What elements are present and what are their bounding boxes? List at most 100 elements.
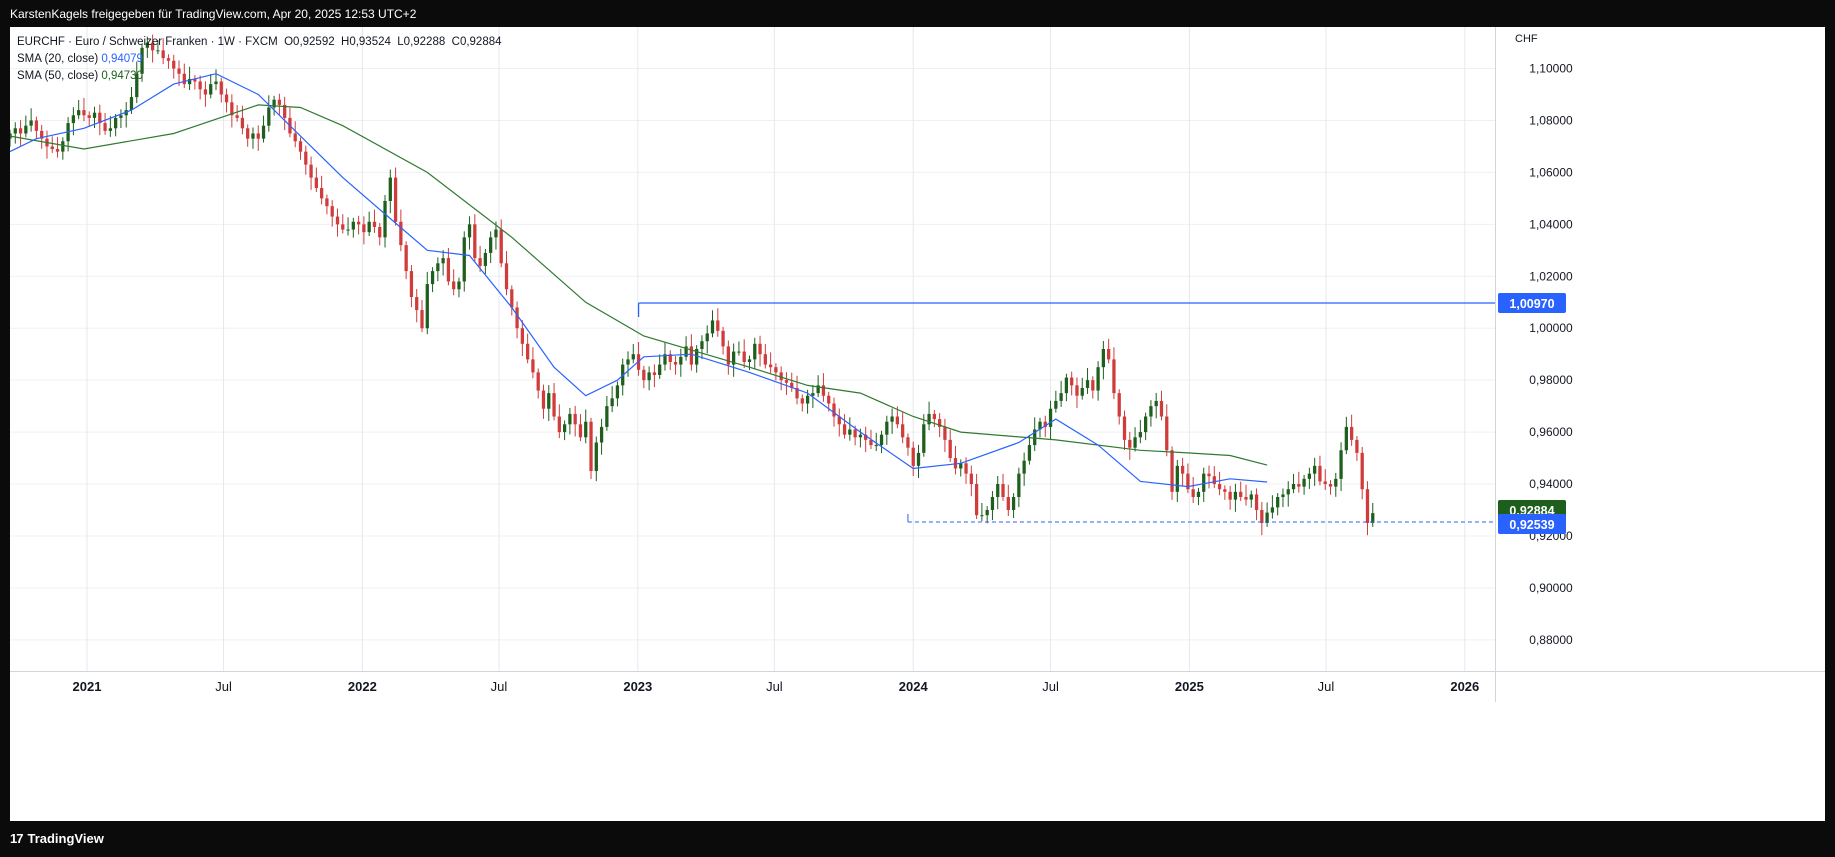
y-tick-label: 0,94000 [1529, 477, 1573, 491]
candle-body [161, 50, 165, 59]
candle-body [214, 81, 218, 85]
candle-body [689, 346, 694, 365]
candle-body [790, 382, 794, 388]
candle-body [531, 359, 535, 373]
candle-body [726, 346, 730, 365]
candle-body [996, 484, 1000, 498]
candle-body [13, 128, 17, 134]
candle-body [599, 426, 604, 443]
candle-body [853, 429, 857, 438]
candle-body [737, 351, 741, 353]
candle-body [1054, 400, 1058, 409]
candle-body [879, 434, 884, 446]
candle-body [1048, 408, 1053, 427]
candle-body [510, 289, 514, 308]
candle-body [1355, 439, 1359, 453]
chart-panel[interactable]: 1,10000 1,08000 1,06000 1,04000 1,02000 1,000… [10, 27, 1825, 821]
candle-body [441, 258, 445, 264]
candle-body [309, 164, 313, 178]
candle-body [1339, 450, 1343, 479]
ohlc-low: L0,92288 [397, 36, 446, 48]
footer-bar: 17 TradingView [0, 820, 1835, 857]
candle-body [246, 128, 250, 139]
candle-body [1270, 507, 1275, 513]
candle-body [325, 198, 329, 207]
candle-body [1244, 497, 1248, 500]
candle-body [1191, 489, 1195, 498]
candle-body [980, 515, 984, 517]
candle-body [1371, 513, 1375, 523]
candle-body [731, 351, 736, 365]
candle-body [1128, 439, 1132, 448]
candle-body [816, 385, 820, 394]
candle-body [372, 221, 377, 227]
candle-body [515, 307, 519, 329]
sma50-value: 0,94730 [101, 70, 143, 82]
candle-body [562, 424, 567, 433]
candle-body [1249, 494, 1253, 500]
candle-body [430, 271, 435, 285]
candle-body [119, 115, 123, 118]
candle-body [378, 226, 382, 238]
sma50-line [10, 104, 1268, 466]
candle-body [768, 364, 773, 368]
candle-body [1286, 489, 1290, 495]
candle-body [573, 413, 577, 425]
candle-body [1075, 385, 1079, 396]
candle-body [916, 452, 921, 466]
candle-body [1070, 377, 1074, 386]
candle-body [1001, 484, 1005, 498]
candle-body [1138, 432, 1142, 438]
x-tick-label: Jul [1042, 679, 1059, 694]
candle-body [341, 224, 345, 230]
candle-body [779, 372, 783, 381]
candle-body [911, 447, 915, 466]
candle-body [1107, 349, 1111, 360]
candle-body [367, 221, 371, 233]
candle-body [103, 123, 107, 131]
candle-body [1085, 380, 1090, 388]
candle-body [895, 416, 900, 425]
candle-body [1112, 359, 1116, 394]
candle-body [235, 115, 239, 118]
candle-body [1202, 473, 1206, 492]
candle-body [1223, 489, 1227, 492]
candle-body [399, 221, 403, 246]
candle-body [594, 442, 598, 472]
candle-body [1170, 450, 1174, 492]
candle-body [906, 437, 910, 448]
candle-body [626, 359, 630, 365]
candle-body [1265, 512, 1269, 523]
currency-label: CHF [1515, 33, 1538, 45]
candle-body [1307, 473, 1312, 479]
candle-body [974, 484, 979, 516]
candle-body [1180, 465, 1185, 474]
candle-body [864, 434, 868, 440]
candle-body [1117, 393, 1121, 417]
tradingview-logo-icon: 17 [10, 831, 24, 846]
candle-body [1186, 473, 1190, 490]
y-tick-label: 0,88000 [1529, 633, 1573, 647]
candle-body [631, 354, 635, 360]
candle-body [71, 115, 76, 124]
candle-body [874, 445, 878, 447]
tradingview-logo[interactable]: 17 TradingView [10, 831, 104, 846]
candle-body [753, 343, 757, 360]
candle-body [18, 128, 23, 134]
candle-body [964, 463, 968, 474]
x-tick-label: 2026 [1450, 679, 1479, 694]
sma20-legend-row[interactable]: SMA (20, close) 0,94079 [17, 51, 502, 68]
price-chart[interactable]: 1,10000 1,08000 1,06000 1,04000 1,02000 1,000… [10, 27, 1825, 821]
candle-body [1159, 400, 1164, 417]
sma50-legend-row[interactable]: SMA (50, close) 0,94730 [17, 68, 502, 85]
candle-body [673, 361, 678, 365]
candle-body [29, 120, 33, 126]
candle-body [92, 112, 97, 118]
ohlc-high: H0,93524 [341, 36, 391, 48]
candle-body [1043, 421, 1047, 427]
candle-body [1027, 445, 1032, 461]
candle-body [409, 271, 414, 298]
candle-body [525, 343, 530, 360]
candle-body [478, 258, 482, 266]
candle-body [848, 429, 852, 435]
